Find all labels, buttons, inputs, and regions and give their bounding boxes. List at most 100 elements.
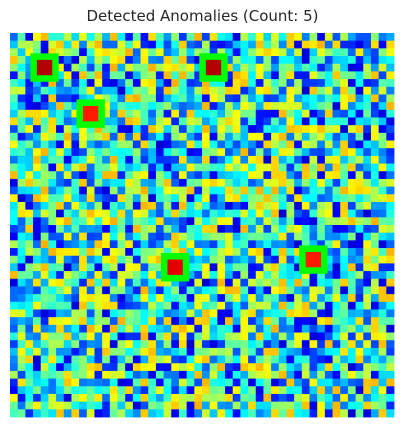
- heatmap-cell: [232, 232, 241, 241]
- heatmap-cell: [155, 86, 164, 95]
- heatmap-cell: [63, 286, 72, 295]
- heatmap-cell: [248, 102, 257, 111]
- heatmap-cell: [25, 194, 34, 203]
- heatmap-cell: [56, 48, 65, 57]
- heatmap-cell: [194, 125, 203, 134]
- heatmap-cell: [248, 63, 257, 72]
- heatmap-cell: [340, 309, 349, 318]
- heatmap-cell: [125, 409, 134, 418]
- heatmap-cell: [148, 248, 157, 257]
- heatmap-cell: [278, 248, 287, 257]
- heatmap-cell: [109, 86, 118, 95]
- heatmap-cell: [56, 240, 65, 249]
- heatmap-cell: [347, 324, 356, 333]
- heatmap-cell: [347, 148, 356, 157]
- heatmap-cell: [178, 94, 188, 103]
- heatmap-cell: [25, 209, 34, 218]
- heatmap-cell: [240, 301, 249, 310]
- heatmap-cell: [163, 209, 172, 218]
- heatmap-cell: [340, 286, 349, 295]
- heatmap-cell: [63, 355, 72, 364]
- heatmap-cell: [132, 33, 141, 42]
- heatmap-cell: [324, 271, 333, 280]
- heatmap-cell: [363, 347, 372, 356]
- heatmap-cell: [178, 171, 188, 180]
- heatmap-cell: [294, 40, 303, 49]
- heatmap-cell: [363, 309, 372, 318]
- anomaly-marker: [199, 53, 228, 82]
- heatmap-cell: [301, 125, 310, 134]
- heatmap-cell: [79, 263, 88, 272]
- heatmap-cell: [71, 140, 80, 149]
- heatmap-cell: [232, 347, 241, 356]
- anomaly-marker: [299, 245, 328, 274]
- heatmap-cell: [125, 255, 134, 264]
- heatmap-cell: [340, 94, 349, 103]
- heatmap-cell: [378, 294, 387, 303]
- heatmap-cell: [33, 209, 42, 218]
- heatmap-cell: [286, 386, 295, 395]
- heatmap-cell: [25, 332, 34, 341]
- heatmap-cell: [40, 370, 49, 379]
- heatmap-cell: [17, 340, 26, 349]
- heatmap-cell: [56, 347, 65, 356]
- heatmap-cell: [202, 178, 211, 187]
- heatmap-cell: [355, 240, 364, 249]
- heatmap-cell: [301, 155, 310, 164]
- heatmap-cell: [109, 370, 118, 379]
- heatmap-cell: [102, 263, 111, 272]
- heatmap-cell: [109, 340, 118, 349]
- heatmap-cell: [48, 79, 57, 88]
- anomaly-cell: [82, 105, 99, 122]
- heatmap-cell: [355, 125, 364, 134]
- heatmap-cell: [40, 140, 49, 149]
- heatmap-cell: [140, 317, 149, 326]
- heatmap-cell: [79, 201, 88, 211]
- heatmap-cell: [378, 363, 387, 372]
- heatmap-cell: [56, 79, 65, 88]
- heatmap-cell: [17, 278, 26, 287]
- heatmap-cell: [294, 232, 303, 241]
- heatmap-cell: [132, 386, 141, 395]
- heatmap-cell: [102, 278, 111, 287]
- heatmap-cell: [294, 248, 303, 257]
- heatmap-cell: [278, 378, 287, 387]
- heatmap-cell: [255, 148, 264, 157]
- heatmap-cell: [363, 209, 372, 218]
- heatmap-cell: [178, 278, 188, 287]
- heatmap-cell: [48, 186, 57, 195]
- heatmap-cell: [86, 125, 95, 134]
- heatmap-cell: [217, 48, 226, 57]
- heatmap-cell: [286, 71, 295, 80]
- heatmap-cell: [132, 109, 141, 118]
- heatmap-cell: [217, 324, 226, 333]
- heatmap-cell: [332, 340, 341, 349]
- heatmap-cell: [347, 217, 356, 226]
- heatmap-cell: [355, 271, 364, 280]
- heatmap-cell: [263, 378, 272, 387]
- heatmap-cell: [378, 355, 387, 364]
- heatmap-cell: [355, 86, 364, 95]
- heatmap-cell: [94, 278, 103, 287]
- heatmap-cell: [33, 48, 42, 57]
- heatmap-cell: [286, 248, 295, 257]
- heatmap-cell: [102, 217, 111, 226]
- heatmap-cell: [286, 370, 295, 379]
- heatmap-cell: [102, 71, 111, 80]
- heatmap-cell: [117, 378, 126, 387]
- heatmap-cell: [171, 201, 180, 211]
- heatmap-cell: [117, 386, 126, 395]
- heatmap-cell: [248, 370, 257, 379]
- heatmap-cell: [10, 225, 19, 234]
- heatmap-cell: [363, 201, 372, 211]
- heatmap-cell: [163, 317, 172, 326]
- heatmap-cell: [363, 278, 372, 287]
- heatmap-cell: [163, 63, 172, 72]
- heatmap-cell: [86, 309, 95, 318]
- heatmap-cell: [286, 86, 295, 95]
- heatmap-cell: [255, 332, 264, 341]
- heatmap-cell: [17, 324, 26, 333]
- heatmap-cell: [40, 186, 49, 195]
- heatmap-cell: [40, 301, 49, 310]
- heatmap-cell: [71, 363, 80, 372]
